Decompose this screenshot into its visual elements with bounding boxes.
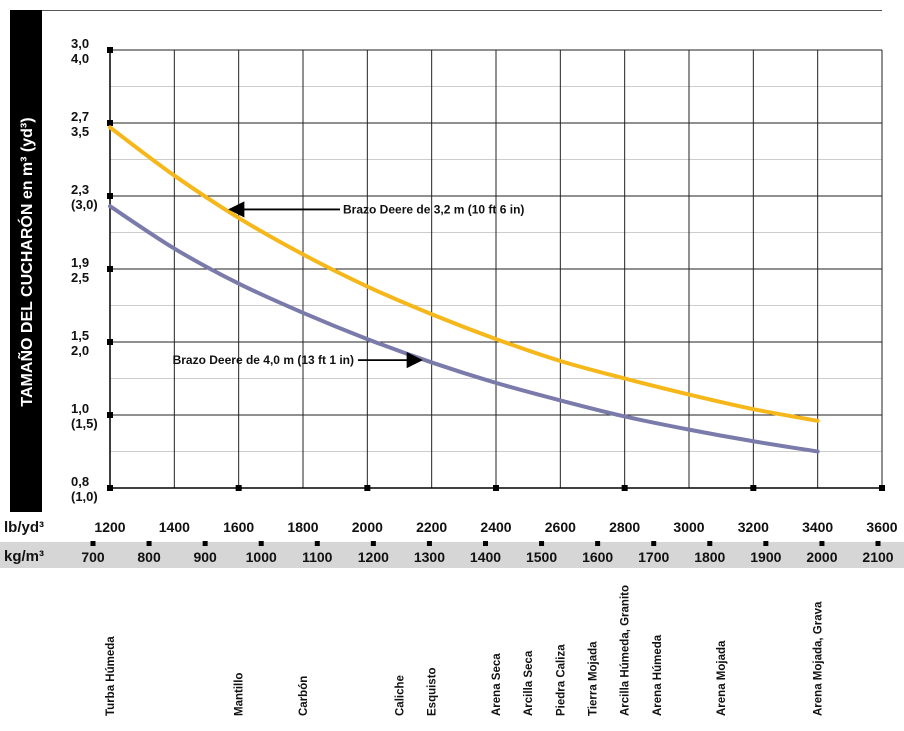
x2-tick-marker xyxy=(819,541,825,546)
x2-tick-marker xyxy=(483,541,488,546)
y-tick-label-top: 1,0 xyxy=(71,401,89,416)
x-tick-marker xyxy=(621,485,628,491)
x2-tick-marker xyxy=(370,541,376,546)
x2-tick-marker xyxy=(875,541,881,546)
x2-tick-marker xyxy=(314,541,320,546)
tick-labels: 0,8(1,0)1,0(1,5)1,52,01,92,52,3(3,0)2,73… xyxy=(71,36,898,565)
x2-tick-marker xyxy=(763,541,769,546)
axes xyxy=(90,47,885,546)
x-tick-label: 1800 xyxy=(287,519,318,535)
x-tick-label: 2200 xyxy=(416,519,447,535)
annotation-label: Brazo Deere de 3,2 m (10 ft 6 in) xyxy=(343,202,524,216)
material-label: Arena Mojada xyxy=(716,640,728,716)
x2-tick-marker xyxy=(651,541,657,546)
x-tick-marker xyxy=(750,485,757,491)
y-tick-marker xyxy=(107,193,113,199)
y-tick-label-top: 2,7 xyxy=(71,109,89,124)
material-label: Arena Seca xyxy=(491,653,503,716)
x2-tick-marker xyxy=(258,541,264,546)
x2-tick-label: 1900 xyxy=(750,549,781,565)
x2-tick-label: 1700 xyxy=(638,549,669,565)
x-tick-label: 2000 xyxy=(352,519,383,535)
y-tick-label-bottom: 2,0 xyxy=(71,343,89,358)
y-tick-label-bottom: 3,5 xyxy=(71,124,89,139)
series-line-1 xyxy=(108,204,820,454)
kg-band xyxy=(0,542,904,568)
x-tick-label: 2600 xyxy=(545,519,576,535)
x2-tick-marker xyxy=(90,541,96,546)
x2-tick-label: 1100 xyxy=(302,549,333,565)
x-unit-label: lb/yd³ xyxy=(4,519,44,536)
annotations: Brazo Deere de 3,2 m (10 ft 6 in) Brazo D… xyxy=(173,201,524,369)
y-tick-label-bottom: (1,5) xyxy=(71,416,98,431)
series-lines xyxy=(108,125,820,454)
y-tick-marker xyxy=(107,339,113,345)
material-label: Arcilla Húmeda, Granito xyxy=(620,585,632,716)
x-tick-marker xyxy=(879,485,885,491)
x-tick-marker xyxy=(107,485,113,491)
material-label: Esquisto xyxy=(427,667,439,716)
x2-tick-marker xyxy=(539,541,545,546)
y-title-bar xyxy=(10,10,42,512)
x-tick-marker xyxy=(493,485,499,491)
x2-tick-label: 1600 xyxy=(582,549,613,565)
annotation-label: Brazo Deere de 4,0 m (13 ft 1 in) xyxy=(173,353,354,367)
x2-unit-label: kg/m³ xyxy=(4,548,44,565)
x2-tick-marker xyxy=(202,541,208,546)
x2-tick-marker xyxy=(426,541,432,546)
x-tick-marker xyxy=(235,485,242,491)
material-label: Carbón xyxy=(298,676,310,716)
x-tick-label: 1400 xyxy=(159,519,190,535)
x-tick-marker xyxy=(364,485,371,491)
x-tick-label: 1600 xyxy=(223,519,254,535)
x2-tick-label: 1000 xyxy=(246,549,277,565)
material-label: Piedra Caliza xyxy=(555,644,567,716)
y-tick-label-bottom: 4,0 xyxy=(71,51,89,66)
x2-tick-label: 2100 xyxy=(862,549,893,565)
x-tick-label: 3600 xyxy=(866,519,897,535)
x-tick-label: 2400 xyxy=(480,519,511,535)
x2-tick-label: 1800 xyxy=(694,549,725,565)
y-tick-label-top: 0,8 xyxy=(71,474,89,489)
x2-tick-marker xyxy=(595,541,601,546)
y-tick-marker xyxy=(107,47,113,53)
y-tick-marker xyxy=(107,412,113,418)
y-tick-label-top: 3,0 xyxy=(71,36,89,51)
x2-tick-label: 1300 xyxy=(414,549,445,565)
material-label: Arcilla Seca xyxy=(523,650,535,716)
y-axis-title: TAMAÑO DEL CUCHARÓN en m³ (yd³) xyxy=(16,117,36,406)
y-tick-label-bottom: 2,5 xyxy=(71,270,89,285)
x2-tick-label: 900 xyxy=(193,549,217,565)
y-tick-marker xyxy=(107,266,113,272)
x-tick-label: 3400 xyxy=(802,519,833,535)
x2-tick-label: 700 xyxy=(81,549,105,565)
x2-tick-label: 2000 xyxy=(806,549,837,565)
material-label: Arena Mojada, Grava xyxy=(813,601,825,716)
y-tick-label-top: 1,9 xyxy=(71,255,89,270)
y-tick-label-bottom: (3,0) xyxy=(71,197,98,212)
x-tick-label: 3200 xyxy=(738,519,769,535)
x2-tick-marker xyxy=(707,541,713,546)
y-tick-marker xyxy=(107,120,113,126)
y-tick-label-top: 2,3 xyxy=(71,182,89,197)
x2-tick-label: 800 xyxy=(137,549,161,565)
x2-tick-marker xyxy=(146,541,152,546)
x2-tick-label: 1500 xyxy=(526,549,557,565)
material-labels: Turba Húmeda Mantillo Carbón Caliche Esquist… xyxy=(105,585,825,716)
x2-tick-label: 1200 xyxy=(358,549,389,565)
x-tick-label: 1200 xyxy=(94,519,125,535)
grid xyxy=(109,49,883,489)
material-label: Turba Húmeda xyxy=(105,636,117,716)
material-label: Arena Húmeda xyxy=(652,634,664,716)
material-label: Mantillo xyxy=(234,673,246,716)
y-tick-label-top: 1,5 xyxy=(71,328,89,343)
x-tick-label: 2800 xyxy=(609,519,640,535)
material-label: Caliche xyxy=(395,675,407,716)
y-tick-label-bottom: (1,0) xyxy=(71,489,98,504)
x2-tick-label: 1400 xyxy=(470,549,501,565)
x-tick-label: 3000 xyxy=(673,519,704,535)
material-label: Tierra Mojada xyxy=(588,641,600,716)
